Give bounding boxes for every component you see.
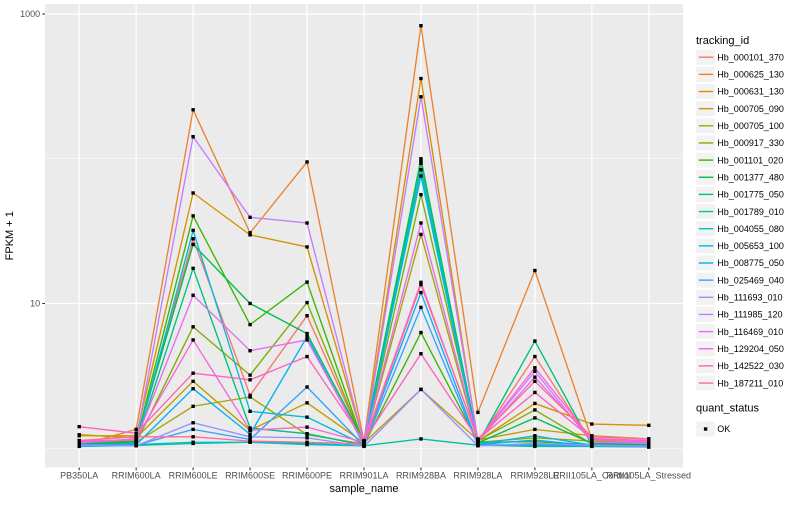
svg-text:Hb_001101_020: Hb_001101_020 [717,155,783,165]
svg-text:RRIM600SE: RRIM600SE [225,471,275,481]
svg-text:RRII105LA_Control: RRII105LA_Control [553,471,631,481]
svg-text:RRIM928LE: RRIM928LE [510,471,559,481]
svg-text:PB350LA: PB350LA [60,471,98,481]
svg-text:1000: 1000 [20,9,40,19]
svg-text:Hb_008775_050: Hb_008775_050 [717,258,784,268]
svg-text:Hb_000631_130: Hb_000631_130 [717,87,784,97]
svg-text:sample_name: sample_name [329,483,398,495]
svg-text:Hb_000705_100: Hb_000705_100 [717,121,784,131]
svg-text:Hb_005653_100: Hb_005653_100 [717,241,784,251]
svg-text:Hb_187211_010: Hb_187211_010 [717,378,783,388]
svg-text:Hb_111693_010: Hb_111693_010 [717,293,782,303]
svg-text:RRIM600LE: RRIM600LE [169,471,218,481]
svg-text:Hb_001789_010: Hb_001789_010 [717,207,784,217]
svg-text:Hb_000101_370: Hb_000101_370 [717,52,784,62]
svg-text:RRIM901LA: RRIM901LA [339,471,388,481]
svg-text:Hb_111985_120: Hb_111985_120 [717,310,782,320]
svg-text:Hb_001377_480: Hb_001377_480 [717,172,784,182]
svg-text:Hb_025469_040: Hb_025469_040 [717,275,784,285]
svg-text:RRIM928BA: RRIM928BA [396,471,446,481]
svg-text:Hb_004055_080: Hb_004055_080 [717,224,784,234]
svg-text:Hb_116469_010: Hb_116469_010 [717,327,783,337]
svg-text:Hb_142522_030: Hb_142522_030 [717,361,784,371]
svg-text:Hb_000625_130: Hb_000625_130 [717,70,784,80]
svg-text:RRIM928LA: RRIM928LA [453,471,502,481]
svg-text:Hb_129204_050: Hb_129204_050 [717,344,784,354]
svg-text:OK: OK [717,424,730,434]
svg-text:Hb_000705_090: Hb_000705_090 [717,104,784,114]
svg-text:FPKM + 1: FPKM + 1 [4,211,16,260]
svg-text:Hb_001775_050: Hb_001775_050 [717,190,784,200]
svg-text:Hb_000917_330: Hb_000917_330 [717,138,784,148]
svg-text:RRIM600PE: RRIM600PE [282,471,332,481]
svg-text:tracking_id: tracking_id [696,35,749,47]
svg-text:10: 10 [30,299,40,309]
svg-text:RRIM600LA: RRIM600LA [112,471,161,481]
svg-text:quant_status: quant_status [696,403,759,415]
svg-text:RRII105LA_Stressed: RRII105LA_Stressed [607,471,692,481]
